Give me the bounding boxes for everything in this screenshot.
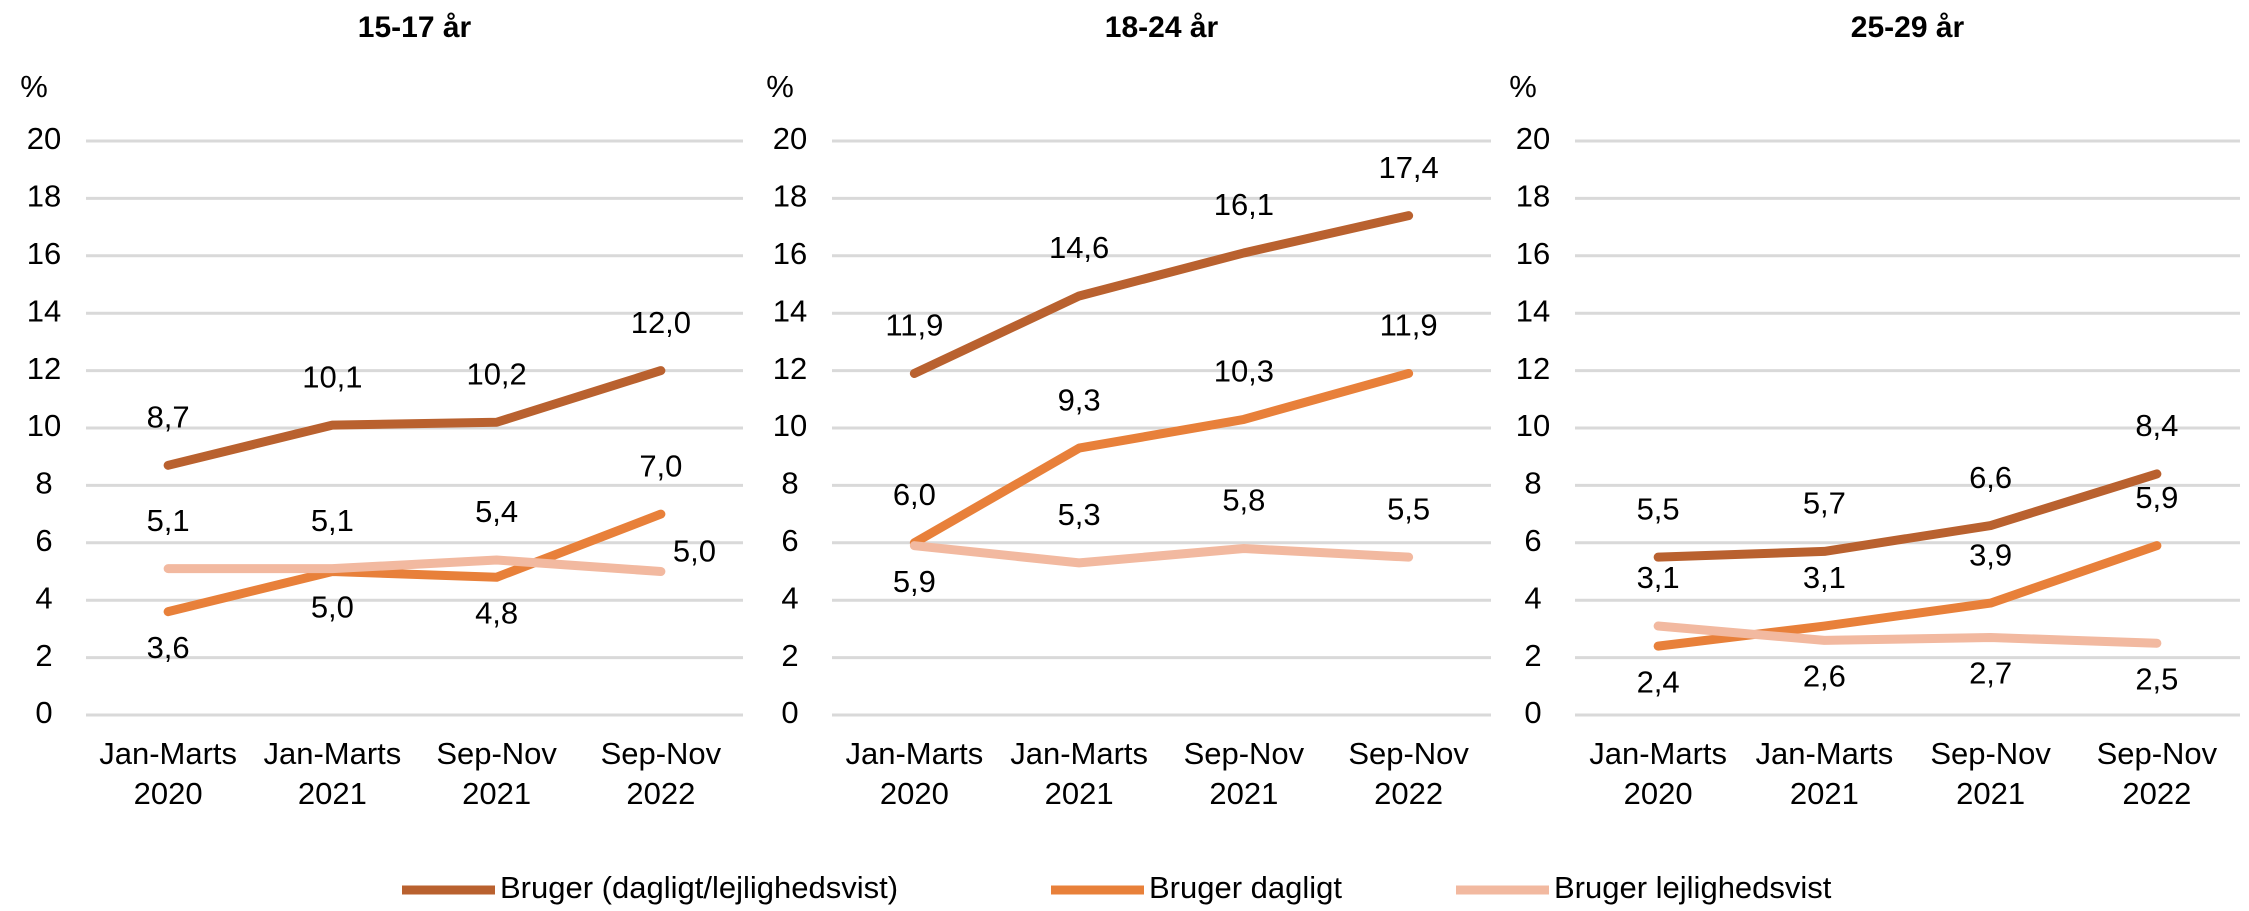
data-label: 5,7	[1803, 486, 1846, 521]
data-label: 12,0	[631, 305, 691, 340]
y-tick-label: 8	[1524, 466, 1541, 501]
series-line	[163, 555, 666, 576]
chart-title: 25-29 år	[1851, 11, 1965, 44]
data-label: 5,8	[1222, 483, 1265, 518]
data-label: 5,4	[475, 494, 518, 529]
x-tick-label: Sep-Nov 2022	[2097, 736, 2218, 811]
y-axis-label: %	[766, 69, 794, 104]
data-label: 5,5	[1387, 491, 1430, 526]
x-tick-label: Sep-Nov 2021	[1930, 736, 2051, 811]
data-label: 11,9	[885, 308, 943, 343]
y-tick-label: 10	[1516, 408, 1550, 443]
data-label: 5,5	[1637, 491, 1680, 526]
data-label: 5,0	[311, 590, 354, 625]
y-tick-label: 12	[1516, 351, 1550, 386]
data-label: 4,8	[475, 595, 518, 630]
data-label: 8,4	[2135, 408, 2178, 443]
y-tick-label: 0	[1524, 695, 1541, 730]
y-tick-label: 20	[773, 121, 807, 156]
y-tick-label: 18	[27, 179, 61, 214]
series-line	[909, 211, 1414, 378]
y-tick-label: 16	[1516, 236, 1550, 271]
x-tick-label: Jan-Marts 2021	[1755, 736, 1893, 811]
data-label: 6,0	[893, 477, 936, 512]
y-tick-label: 8	[781, 466, 798, 501]
y-tick-label: 16	[27, 236, 61, 271]
series-line	[909, 368, 1414, 548]
data-label: 10,2	[466, 356, 526, 391]
x-tick-label: Sep-Nov 2022	[601, 736, 722, 811]
data-label: 7,0	[639, 448, 682, 483]
legend-label: Bruger lejlighedsvist	[1554, 870, 1832, 905]
y-tick-label: 4	[35, 580, 52, 615]
y-tick-label: 16	[773, 236, 807, 271]
data-label: 14,6	[1049, 230, 1109, 265]
data-label: 5,9	[2135, 480, 2178, 515]
y-tick-label: 6	[1524, 523, 1541, 558]
data-label: 5,1	[311, 503, 354, 538]
data-label: 2,4	[1637, 664, 1680, 699]
data-label: 3,6	[147, 630, 190, 665]
y-tick-label: 12	[773, 351, 807, 386]
chart-title: 15-17 år	[358, 11, 472, 44]
y-tick-label: 18	[1516, 179, 1550, 214]
data-label: 17,4	[1378, 150, 1438, 185]
data-label: 2,5	[2135, 661, 2178, 696]
x-tick-label: Sep-Nov 2021	[436, 736, 557, 811]
y-axis-label: %	[20, 69, 48, 104]
y-tick-label: 0	[35, 695, 52, 730]
x-tick-label: Jan-Marts 2021	[1010, 736, 1148, 811]
data-label: 5,3	[1058, 497, 1101, 532]
y-tick-label: 4	[781, 580, 798, 615]
data-label: 6,6	[1969, 460, 2012, 495]
y-tick-label: 2	[1524, 638, 1541, 673]
legend-label: Bruger dagligt	[1149, 870, 1342, 905]
y-tick-label: 6	[35, 523, 52, 558]
y-tick-label: 8	[35, 466, 52, 501]
x-tick-label: Sep-Nov 2022	[1348, 736, 1469, 811]
y-tick-label: 12	[27, 351, 61, 386]
y-tick-label: 10	[773, 408, 807, 443]
data-label: 16,1	[1214, 187, 1274, 222]
y-tick-label: 18	[773, 179, 807, 214]
chart-title: 18-24 år	[1105, 11, 1219, 44]
data-label: 3,1	[1637, 560, 1680, 595]
x-tick-label: Jan-Marts 2020	[99, 736, 237, 811]
y-tick-label: 20	[27, 121, 61, 156]
data-label: 3,9	[1969, 537, 2012, 572]
y-tick-label: 14	[27, 293, 61, 328]
data-label: 5,9	[893, 564, 936, 599]
y-axis-label: %	[1509, 69, 1537, 104]
y-tick-label: 6	[781, 523, 798, 558]
legend-label: Bruger (dagligt/lejlighedsvist)	[500, 870, 898, 905]
data-label: 11,9	[1380, 308, 1438, 343]
x-tick-label: Jan-Marts 2020	[1589, 736, 1727, 811]
y-tick-label: 2	[781, 638, 798, 673]
data-label: 8,7	[147, 399, 190, 434]
data-label: 2,6	[1803, 659, 1846, 694]
y-tick-label: 10	[27, 408, 61, 443]
series-line	[163, 366, 666, 470]
y-tick-label: 0	[781, 695, 798, 730]
x-tick-label: Jan-Marts 2020	[845, 736, 983, 811]
data-label: 10,1	[302, 359, 362, 394]
data-label: 2,7	[1969, 656, 2012, 691]
x-tick-label: Jan-Marts 2021	[263, 736, 401, 811]
data-label: 5,0	[673, 534, 716, 569]
series-line	[909, 541, 1414, 568]
series-line	[1653, 469, 2162, 562]
y-tick-label: 4	[1524, 580, 1541, 615]
y-tick-label: 14	[1516, 293, 1550, 328]
y-tick-label: 2	[35, 638, 52, 673]
y-tick-label: 20	[1516, 121, 1550, 156]
y-tick-label: 14	[773, 293, 807, 328]
series-line	[1653, 621, 2162, 648]
data-label: 5,1	[147, 503, 190, 538]
x-tick-label: Sep-Nov 2021	[1184, 736, 1305, 811]
data-label: 10,3	[1214, 354, 1274, 389]
series-line	[163, 509, 666, 617]
data-label: 3,1	[1803, 560, 1846, 595]
data-label: 9,3	[1058, 382, 1101, 417]
